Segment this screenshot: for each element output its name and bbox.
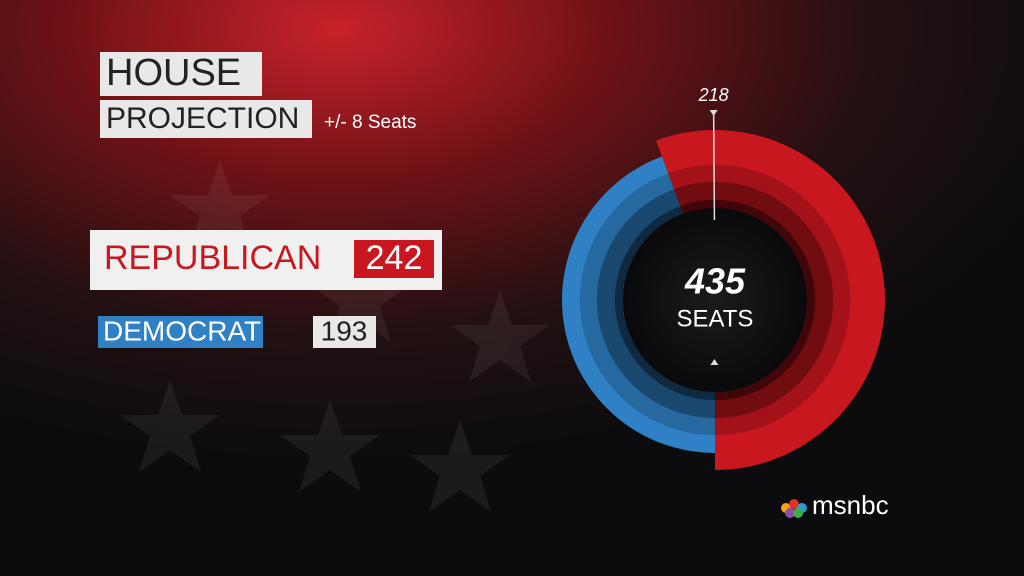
total-label: SEATS <box>677 305 754 332</box>
subtitle: PROJECTION <box>106 102 299 135</box>
subtitle-box <box>100 100 312 138</box>
logo-text: msnbc <box>812 490 889 520</box>
title: HOUSE <box>106 52 241 94</box>
threshold-arrow <box>709 110 718 117</box>
legend-label: REPUBLICAN <box>104 239 321 277</box>
legend-box-democrat <box>98 316 263 348</box>
subtitle-note: +/- 8 Seats <box>324 112 416 133</box>
donut-segment <box>656 130 885 470</box>
legend-value-box <box>354 240 434 278</box>
star-pattern <box>120 160 550 512</box>
legend-label: DEMOCRAT <box>103 315 261 346</box>
ring-shade <box>667 164 851 436</box>
threshold-label: 218 <box>698 85 729 105</box>
donut <box>562 130 885 470</box>
legend-value: 242 <box>366 239 423 277</box>
title-box <box>100 52 262 96</box>
logo: msnbc <box>781 490 889 520</box>
legend-value: 193 <box>321 315 368 346</box>
donut-segment <box>562 156 715 453</box>
donut-hole <box>623 208 807 392</box>
legend-value-box <box>313 316 376 348</box>
total: 435 <box>684 261 746 302</box>
threshold-line <box>712 109 716 221</box>
threshold-arrow <box>710 359 719 366</box>
